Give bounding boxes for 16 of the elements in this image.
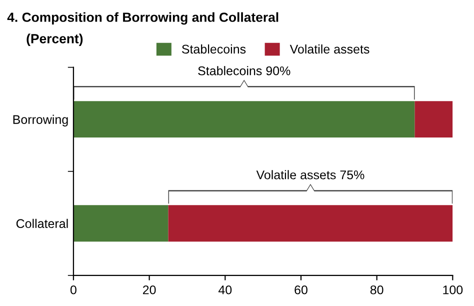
y-tick-label: Collateral xyxy=(16,218,68,228)
y-tick-label: Borrowing xyxy=(13,114,68,126)
x-tick-label: 0 xyxy=(70,285,76,294)
x-tick-label: 20 xyxy=(142,285,156,294)
annotation: Volatile assets 75% xyxy=(256,170,364,180)
chart-subtitle: (Percent) xyxy=(26,34,83,46)
bar xyxy=(73,205,168,242)
chart-title: 4. Composition of Borrowing and Collateral xyxy=(7,12,278,25)
x-tick-label: 80 xyxy=(370,285,384,294)
bar xyxy=(414,101,453,138)
x-tick-label: 100 xyxy=(443,285,463,294)
x-tick-label: 60 xyxy=(294,285,308,294)
annotation: Stablecoins 90% xyxy=(198,66,290,76)
legend-label: Stablecoins xyxy=(182,44,246,54)
x-tick-label: 40 xyxy=(218,285,232,294)
legend-label: Volatile assets xyxy=(290,44,370,54)
